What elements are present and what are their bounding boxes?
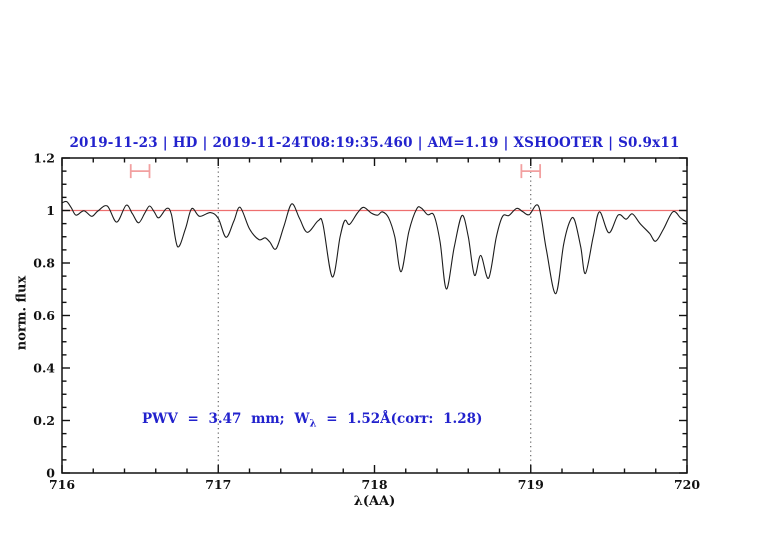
spectrum-line <box>61 200 688 295</box>
svg-text:717: 717 <box>205 477 231 492</box>
pwv-range-markers <box>129 164 542 179</box>
svg-text:1: 1 <box>46 203 55 218</box>
reference-lines <box>62 158 687 473</box>
svg-text:716: 716 <box>49 477 75 492</box>
svg-text:0.2: 0.2 <box>33 413 55 428</box>
svg-text:719: 719 <box>518 477 544 492</box>
svg-text:0.4: 0.4 <box>33 361 55 376</box>
axis-ticks <box>61 157 688 474</box>
svg-text:720: 720 <box>674 477 700 492</box>
x-axis-label: λ(AA) <box>353 494 396 509</box>
y-tick-labels: 0 0.2 0.4 0.6 0.8 1 1.2 <box>33 151 55 481</box>
plot-title: 2019-11-23 | HD | 2019-11-24T08:19:35.46… <box>69 135 680 151</box>
pwv-annotation: PWV = 3.47 mm; Wλ = 1.52Å(corr: 1.28) <box>142 411 482 430</box>
x-tick-labels: 716 717 718 719 720 <box>49 477 700 492</box>
pwv-annotation-sub: λ <box>309 418 317 430</box>
y-axis-label: norm. flux <box>14 275 30 351</box>
pwv-annotation-suffix: = 1.52Å(corr: 1.28) <box>316 411 483 427</box>
pwv-annotation-prefix: PWV = 3.47 mm; W <box>142 411 310 427</box>
svg-text:0.6: 0.6 <box>33 308 55 323</box>
svg-text:1.2: 1.2 <box>33 151 55 166</box>
svg-text:718: 718 <box>361 477 387 492</box>
svg-text:0: 0 <box>46 466 55 481</box>
svg-text:0.8: 0.8 <box>33 256 55 271</box>
